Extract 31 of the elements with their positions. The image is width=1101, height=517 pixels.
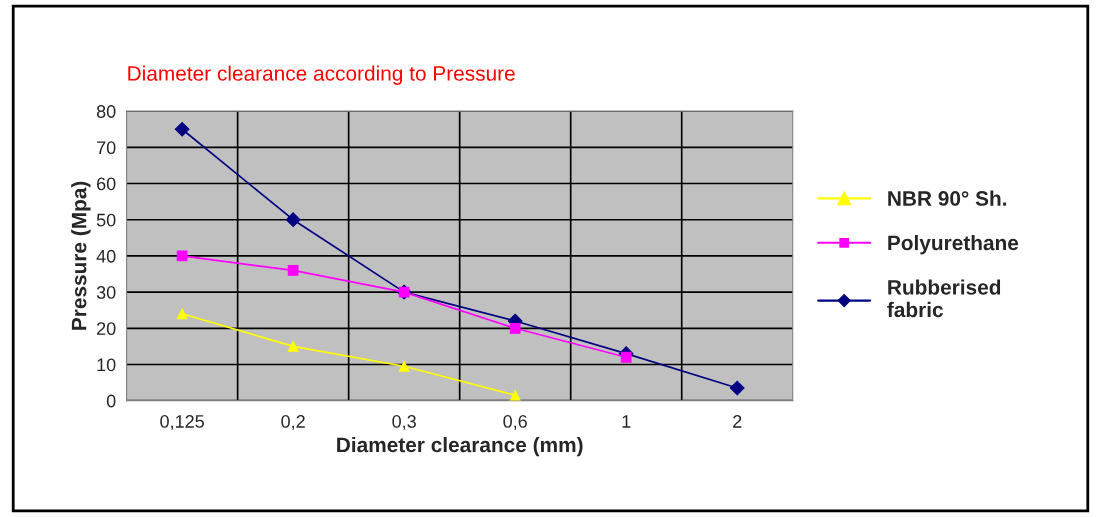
x-tick-label: 2 bbox=[733, 415, 742, 428]
y-tick-label: 20 bbox=[97, 322, 116, 336]
point bbox=[176, 250, 188, 262]
x-tick-label: 0,3 bbox=[392, 415, 416, 430]
y-axis-title: Pressure (Mpa) bbox=[71, 181, 91, 330]
y-tick-label: 70 bbox=[97, 141, 116, 155]
chart-title: Diameter clearance according to Pressure bbox=[128, 65, 515, 85]
x-tick-label: 0,2 bbox=[281, 415, 305, 430]
point bbox=[509, 322, 521, 334]
point bbox=[398, 360, 410, 372]
y-tick-label: 0 bbox=[106, 394, 116, 408]
point bbox=[287, 341, 299, 352]
point bbox=[729, 380, 745, 396]
x-tick-label: 0,6 bbox=[503, 415, 527, 430]
y-tick-label: 50 bbox=[96, 213, 116, 227]
legend-label: Polyurethane bbox=[888, 234, 1019, 255]
point bbox=[287, 265, 299, 276]
y-tick-label: 80 bbox=[96, 105, 116, 118]
point bbox=[620, 351, 632, 363]
y-tick-label: 10 bbox=[97, 358, 116, 372]
y-tick-label: 40 bbox=[96, 249, 116, 263]
point bbox=[285, 212, 301, 228]
legend-label: Rubberised fabric bbox=[887, 279, 1001, 318]
point bbox=[174, 121, 190, 137]
x-axis-title: Diameter clearance (mm) bbox=[337, 436, 583, 457]
y-tick-label: 60 bbox=[97, 177, 116, 191]
point bbox=[176, 308, 188, 320]
x-tick-label: 1 bbox=[622, 415, 631, 428]
legend-label: NBR 90° Sh. bbox=[888, 190, 1007, 206]
x-tick-label: 0,125 bbox=[160, 415, 204, 430]
y-tick-label: 30 bbox=[96, 286, 116, 299]
